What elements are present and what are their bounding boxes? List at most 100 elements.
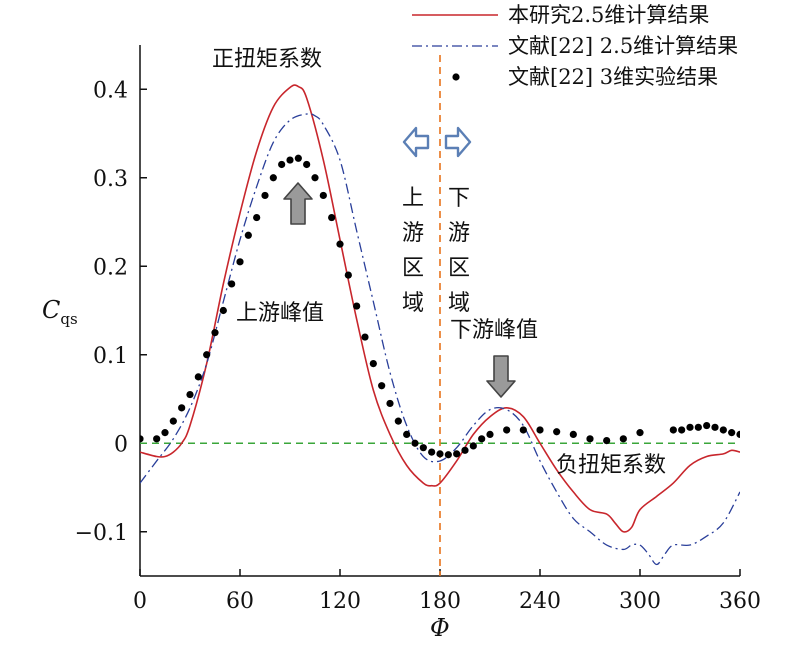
y-tick-label: 0.2: [93, 255, 128, 280]
svg-text:游: 游: [402, 221, 424, 246]
data-point: [411, 439, 419, 447]
data-point: [703, 421, 711, 430]
svg-text:域: 域: [448, 291, 470, 316]
left-arrow-icon: [402, 126, 430, 158]
data-point: [219, 306, 227, 315]
annotation-upstream-peak: 上游峰值: [236, 301, 324, 326]
x-tick-label: 300: [619, 589, 661, 614]
annotation-upstream-region: 上 游 区 域: [402, 186, 424, 316]
data-point: [553, 428, 561, 436]
annotation-downstream-peak: 下游峰值: [450, 318, 538, 343]
data-point: [403, 430, 411, 438]
series-points-ref22-3d: [140, 154, 740, 459]
data-point: [736, 430, 740, 438]
data-point: [361, 333, 369, 341]
data-point: [211, 329, 219, 337]
data-point: [319, 191, 327, 200]
data-point: [253, 213, 261, 222]
data-point: [344, 271, 352, 279]
data-point: [636, 429, 644, 437]
data-point: [678, 426, 686, 434]
data-point: [478, 435, 486, 443]
data-point: [419, 444, 427, 452]
data-point: [278, 160, 286, 169]
data-point: [261, 191, 269, 200]
data-point: [711, 423, 719, 431]
data-point: [186, 390, 194, 399]
up-arrow-icon: [283, 182, 313, 225]
y-axis-title: Cqs: [42, 296, 78, 328]
svg-text:上: 上: [402, 186, 424, 211]
data-point: [153, 435, 161, 443]
data-point: [244, 231, 252, 239]
x-tick-label: 180: [419, 589, 461, 614]
data-point: [294, 154, 302, 162]
x-tick-label: 360: [719, 589, 761, 614]
data-point: [603, 436, 611, 445]
data-point: [303, 160, 311, 169]
data-point: [461, 446, 469, 454]
legend-swatch-dot: [452, 73, 460, 81]
data-point: [269, 174, 277, 182]
data-point: [169, 417, 177, 425]
data-point: [178, 404, 186, 412]
data-point: [719, 426, 727, 434]
data-point: [336, 240, 344, 248]
data-point: [328, 213, 336, 222]
data-point: [728, 429, 736, 437]
down-arrow-icon: [486, 355, 516, 398]
annotation-downstream-region: 下 游 区 域: [448, 186, 470, 316]
data-point: [569, 430, 577, 438]
data-point: [228, 280, 236, 288]
y-tick-label: 0.1: [93, 344, 128, 369]
x-tick-label: 0: [133, 589, 147, 614]
data-point: [428, 448, 436, 456]
data-point: [311, 174, 319, 182]
data-point: [453, 450, 461, 458]
data-point: [286, 156, 294, 164]
tick-labels: 0 60 120 180 240 300 360 −0.1 0 0.1 0.2 0.3 0.4: [75, 78, 761, 614]
data-point: [436, 450, 444, 458]
x-axis-title: Φ: [430, 614, 450, 642]
series-line-this-study-2.5d: [140, 84, 740, 533]
data-point: [386, 399, 394, 408]
data-point: [536, 426, 544, 434]
svg-text:区: 区: [402, 256, 424, 281]
data-point: [503, 426, 511, 434]
y-tick-label: −0.1: [75, 521, 128, 546]
legend-label-blue: 文献[22] 2.5维计算结果: [508, 34, 738, 58]
series-line-ref22-2.5d: [140, 113, 740, 566]
data-point: [194, 373, 202, 381]
data-point: [161, 429, 169, 437]
svg-text:游: 游: [448, 221, 470, 246]
svg-text:域: 域: [402, 291, 424, 316]
x-tick-label: 60: [226, 589, 254, 614]
data-point: [694, 423, 702, 431]
y-tick-label: 0.3: [93, 167, 128, 192]
legend-label-dots: 文献[22] 3维实验结果: [508, 65, 718, 89]
data-point: [140, 435, 144, 443]
annotation-positive-torque: 正扭矩系数: [212, 47, 322, 72]
legend-label-red: 本研究2.5维计算结果: [508, 3, 709, 27]
data-point: [686, 423, 694, 431]
y-tick-label: 0.4: [93, 78, 128, 103]
data-point: [519, 426, 527, 434]
annotation-negative-torque: 负扭矩系数: [556, 453, 666, 478]
data-point: [486, 430, 494, 438]
data-point: [669, 426, 677, 434]
data-point: [444, 451, 452, 459]
data-point: [369, 360, 377, 368]
data-point: [394, 417, 402, 425]
data-point: [378, 382, 386, 390]
x-tick-label: 240: [519, 589, 561, 614]
right-arrow-icon: [444, 126, 472, 158]
svg-text:区: 区: [448, 256, 470, 281]
svg-text:下: 下: [448, 186, 470, 211]
data-point: [619, 435, 627, 443]
y-tick-label: 0: [114, 432, 128, 457]
legend: 本研究2.5维计算结果 文献[22] 2.5维计算结果 文献[22] 3维实验结…: [412, 3, 738, 89]
data-point: [353, 302, 361, 310]
data-point: [469, 442, 477, 450]
